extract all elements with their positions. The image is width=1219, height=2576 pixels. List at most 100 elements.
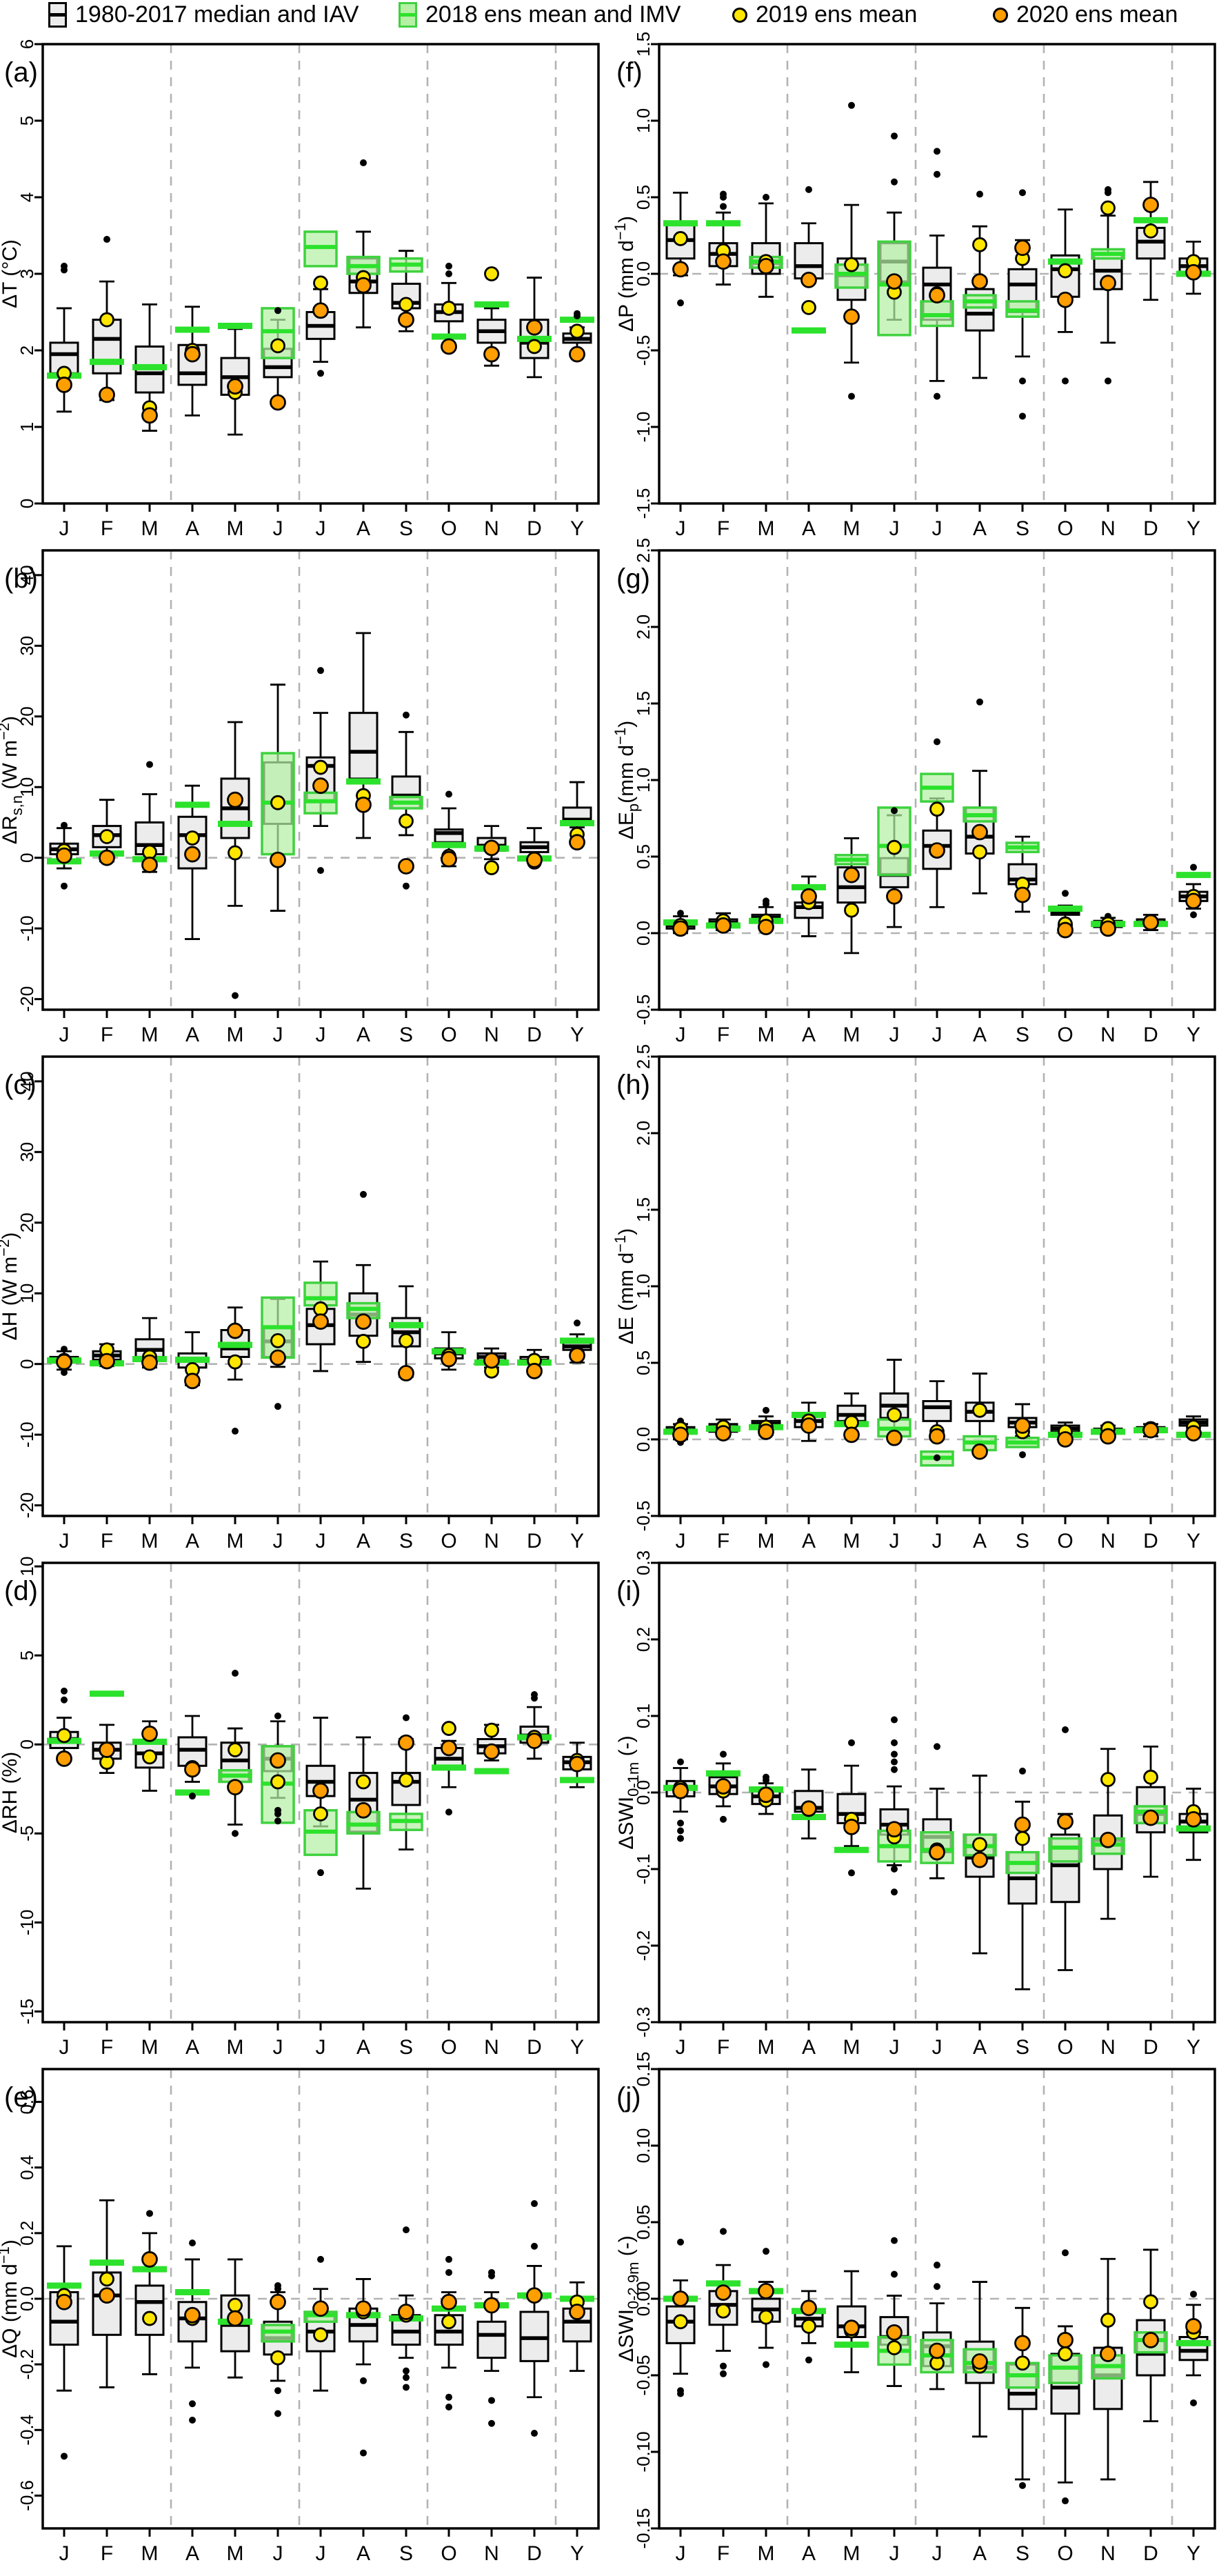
ens-2018-flat: [218, 322, 252, 329]
outlier-dot: [891, 2237, 898, 2244]
legend: 1980-2017 median and IAV 2018 ens mean a…: [0, 0, 1219, 32]
ens-2020-dot: [800, 2299, 817, 2317]
ens-2020-dot: [441, 338, 457, 355]
x-tick-label: J: [59, 517, 70, 540]
ens-2019-dot: [570, 323, 585, 339]
ens-2020-dot: [1142, 1809, 1159, 1826]
y-tick-label: -0.2: [633, 1930, 654, 1961]
x-tick-label: S: [1016, 517, 1029, 540]
outlier-dot: [848, 1869, 855, 1877]
x-tick-label: O: [441, 517, 456, 540]
ens-2019-dot: [673, 231, 688, 246]
x-tick-label: D: [1143, 1530, 1158, 1552]
ens-2020-dot: [227, 1779, 243, 1796]
green-box-swatch: [399, 2, 417, 28]
x-tick-label: A: [802, 2036, 816, 2059]
ens-2019-dot: [313, 2327, 328, 2343]
x-tick-label: F: [717, 2542, 729, 2565]
x-tick-label: O: [441, 2542, 456, 2565]
ens-2020-dot: [929, 1428, 945, 1445]
ens-2018-flat: [175, 801, 210, 808]
ens-2020-dot: [99, 386, 115, 403]
ens-2019-dot: [844, 902, 859, 918]
panel-a: 0 1 2 3 4 5 6 J F M A M J J A S O N D Y (a) ΔT (°C): [0, 39, 600, 540]
x-tick-label: M: [227, 1024, 244, 1046]
ens-2019-dot: [972, 237, 987, 252]
x-tick-label: J: [889, 1024, 900, 1046]
x-tick-label: M: [227, 2036, 244, 2059]
y-tick-label: 40: [17, 565, 37, 585]
green-median-line: [400, 12, 416, 17]
y-tick-label: -0.2: [17, 2349, 37, 2380]
outlier-dot: [274, 1403, 281, 1410]
legend-label: 2020 ens mean: [1016, 1, 1178, 28]
outlier-dot: [934, 2283, 940, 2290]
outlier-dot: [360, 1190, 367, 1198]
outlier-dot: [848, 101, 855, 109]
x-tick-label: A: [973, 2036, 987, 2059]
outlier-dot: [317, 370, 324, 377]
ens-2020-dot: [843, 1426, 860, 1444]
outlier-dot: [103, 236, 110, 243]
y-axis-title: ΔRs,n (W m−2): [0, 716, 26, 844]
x-tick-label: F: [717, 1530, 729, 1552]
outlier-dot: [677, 1758, 684, 1766]
ens-2020-dot: [312, 1782, 329, 1799]
grid-layer: [43, 2069, 598, 2528]
x-tick-label: F: [717, 1024, 729, 1046]
ens-2018-flat: [560, 1337, 594, 1344]
outlier-dot: [61, 1346, 68, 1353]
ens-2018-flat: [834, 2342, 869, 2348]
ens-2019-dot: [356, 1774, 371, 1790]
outlier-dot: [1019, 189, 1026, 197]
ens-2019-dot: [801, 299, 816, 315]
outlier-dot: [445, 2255, 452, 2263]
x-tick-label: S: [399, 517, 413, 540]
x-tick-label: J: [59, 2036, 70, 2059]
ens-2018-flat: [560, 1777, 594, 1784]
outlier-dot: [574, 310, 581, 317]
ens-2018-flat: [474, 301, 509, 308]
ens-2018-flat: [560, 820, 594, 827]
outlier-dot: [848, 1739, 855, 1746]
ens-2020-dot: [1057, 1431, 1074, 1448]
ens-2020-dot: [483, 839, 500, 857]
ens-2020-dot: [184, 1372, 201, 1390]
ens-2018-flat: [1048, 258, 1082, 265]
y-tick-label: -1.5: [633, 488, 654, 519]
y-tick-label: 2.0: [633, 615, 654, 639]
outlier-dot: [445, 262, 452, 270]
x-tick-label: D: [527, 2036, 542, 2059]
x-tick-label: J: [316, 517, 326, 540]
y-tick-label: 0.5: [633, 1350, 654, 1375]
ens-2019-dot: [484, 1722, 499, 1738]
x-tick-label: M: [141, 1024, 159, 1046]
x-tick-label: A: [802, 1024, 816, 1046]
ens-2020-dot: [99, 1741, 115, 1758]
ens-2019-dot: [887, 1407, 902, 1423]
outlier-dot: [274, 2285, 281, 2293]
ens-2020-dot: [227, 378, 243, 395]
ens-2019-dot: [1100, 1772, 1116, 1788]
outlier-dot: [61, 821, 68, 829]
ens-2019-dot: [99, 312, 114, 328]
outlier-dot: [531, 2242, 538, 2250]
outlier-dot: [934, 1743, 940, 1750]
outlier-dot: [531, 2200, 538, 2208]
ens-2018-flat: [432, 333, 466, 340]
outlier-dot: [677, 1819, 684, 1827]
y-axis: -0.5 0.0 0.5 1.0 1.5 2.0 2.5: [633, 1044, 659, 1531]
x-tick-label: D: [1143, 2542, 1158, 2565]
panel-b: -20 -10 0 10 20 30 40 J F M A M J J A S O N D Y (b) ΔRs,n (W …: [0, 549, 600, 1046]
iav-box: [922, 829, 952, 870]
y-tick-label: 5: [17, 116, 37, 126]
ens-2019-dot: [1058, 263, 1073, 279]
ens-2020-dot: [1185, 2318, 1202, 2335]
data-layer: [47, 1670, 594, 1890]
outlier-dot: [891, 132, 898, 140]
outlier-dot: [274, 2410, 281, 2417]
outlier-dot: [1062, 1726, 1069, 1733]
outlier-dot: [274, 2387, 281, 2395]
